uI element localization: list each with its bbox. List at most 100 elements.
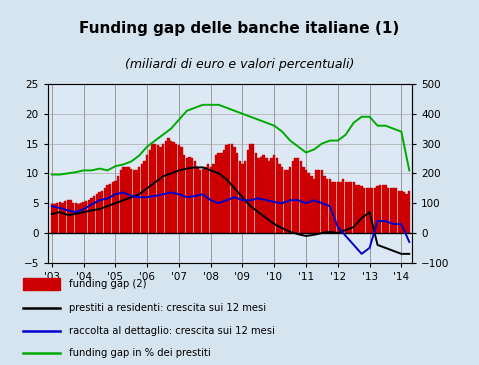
Bar <box>318 170 320 233</box>
Bar <box>228 143 230 233</box>
Bar <box>286 170 289 233</box>
Bar <box>117 176 119 233</box>
Bar <box>249 143 251 233</box>
Bar <box>72 203 74 233</box>
Bar <box>294 158 297 233</box>
Bar <box>289 168 291 233</box>
Bar <box>188 157 191 233</box>
Bar <box>162 143 164 233</box>
Bar <box>167 138 170 233</box>
Bar <box>271 158 273 233</box>
Bar <box>103 188 106 233</box>
FancyBboxPatch shape <box>23 278 60 290</box>
Bar <box>136 170 138 233</box>
Bar <box>157 145 159 233</box>
Bar <box>77 204 80 233</box>
Bar <box>342 179 344 233</box>
Bar <box>236 153 239 233</box>
Bar <box>172 142 175 233</box>
Bar <box>101 191 103 233</box>
Bar <box>199 170 201 233</box>
Bar <box>276 158 278 233</box>
Bar <box>85 201 88 233</box>
Bar <box>154 143 156 233</box>
Bar <box>398 191 400 233</box>
Bar <box>109 184 111 233</box>
Bar <box>260 157 262 233</box>
Bar <box>56 203 58 233</box>
Bar <box>106 185 109 233</box>
Bar <box>146 155 148 233</box>
Bar <box>120 170 122 233</box>
Bar <box>112 182 114 233</box>
Bar <box>387 188 389 233</box>
Bar <box>67 200 69 233</box>
Bar <box>355 185 357 233</box>
Bar <box>53 204 56 233</box>
Bar <box>148 150 151 233</box>
Bar <box>313 179 315 233</box>
Bar <box>302 168 305 233</box>
Bar <box>316 170 318 233</box>
Bar <box>217 153 220 233</box>
Bar <box>292 161 294 233</box>
Bar <box>321 170 323 233</box>
Bar <box>204 168 206 233</box>
Bar <box>164 141 167 233</box>
Bar <box>374 188 376 233</box>
Bar <box>64 201 66 233</box>
Bar <box>181 146 183 233</box>
Bar <box>127 168 130 233</box>
Bar <box>151 143 154 233</box>
Bar <box>241 164 244 233</box>
Bar <box>239 161 241 233</box>
Bar <box>334 182 336 233</box>
Bar <box>408 191 411 233</box>
Bar <box>91 199 93 233</box>
Bar <box>281 168 284 233</box>
Bar <box>366 188 368 233</box>
Bar <box>88 200 90 233</box>
Bar <box>379 185 381 233</box>
Bar <box>223 150 225 233</box>
Bar <box>262 155 265 233</box>
Bar <box>389 188 392 233</box>
Bar <box>268 161 270 233</box>
Bar <box>347 182 350 233</box>
Bar <box>353 182 355 233</box>
Bar <box>194 161 196 233</box>
Bar <box>130 169 133 233</box>
Bar <box>310 176 312 233</box>
Bar <box>82 202 85 233</box>
Bar <box>75 203 77 233</box>
Bar <box>244 161 246 233</box>
Bar <box>326 179 329 233</box>
Bar <box>371 188 374 233</box>
Bar <box>186 158 188 233</box>
Bar <box>384 185 387 233</box>
Bar <box>58 202 61 233</box>
Text: funding gap (2): funding gap (2) <box>69 279 147 289</box>
Bar <box>339 182 342 233</box>
Bar <box>138 168 140 233</box>
Bar <box>278 164 281 233</box>
Bar <box>143 161 146 233</box>
Bar <box>231 143 233 233</box>
Bar <box>382 185 384 233</box>
Bar <box>265 158 267 233</box>
Bar <box>96 194 98 233</box>
Bar <box>257 158 260 233</box>
Bar <box>215 155 217 233</box>
Bar <box>51 204 53 233</box>
Bar <box>400 191 402 233</box>
Bar <box>308 173 310 233</box>
Bar <box>254 153 257 233</box>
Bar <box>344 182 347 233</box>
Bar <box>125 168 127 233</box>
Bar <box>170 141 172 233</box>
Bar <box>183 155 185 233</box>
Bar <box>133 170 135 233</box>
Bar <box>98 192 101 233</box>
Bar <box>247 150 249 233</box>
Text: prestiti a residenti: crescita sui 12 mesi: prestiti a residenti: crescita sui 12 me… <box>69 303 266 313</box>
